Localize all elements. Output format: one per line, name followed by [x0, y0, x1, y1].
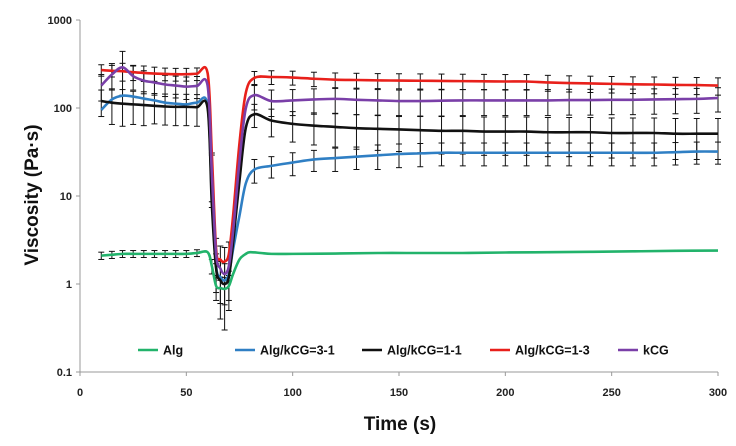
- x-tick-label: 300: [709, 387, 727, 399]
- y-tick-label: 100: [54, 103, 72, 115]
- x-tick-label: 250: [602, 387, 620, 399]
- x-tick-label: 0: [77, 387, 83, 399]
- x-tick-label: 200: [496, 387, 514, 399]
- x-axis-title: Time (s): [364, 414, 437, 435]
- plot-area: [98, 50, 721, 331]
- legend-label-alg-kcg-3-1: Alg/kCG=3-1: [260, 344, 335, 358]
- series-line-alg-kcg-1-3: [101, 65, 719, 264]
- series-line-alg-kcg-3-1: [100, 94, 719, 282]
- axes: 0.1 1 10 100 1000 0 50 100 150 200 250 300: [48, 15, 728, 399]
- x-tick-label: 100: [283, 387, 301, 399]
- series-line-kcg: [100, 66, 719, 276]
- legend-label-alg-kcg-1-3: Alg/kCG=1-3: [515, 344, 590, 358]
- y-tick-label: 0.1: [57, 367, 72, 379]
- legend-label-alg: Alg: [163, 344, 183, 358]
- series-line-alg: [101, 249, 719, 291]
- legend-label-alg-kcg-1-1: Alg/kCG=1-1: [387, 344, 462, 358]
- error-bars-alg-kcg-1-1: [98, 88, 721, 331]
- y-tick-label: 1000: [48, 15, 72, 27]
- legend: Alg Alg/kCG=3-1 Alg/kCG=1-1 Alg/kCG=1-3 kCG: [138, 344, 669, 358]
- error-bars-kcg: [98, 50, 721, 118]
- error-bars-alg: [98, 249, 232, 306]
- y-tick-label: 10: [60, 191, 72, 203]
- x-tick-label: 50: [180, 387, 192, 399]
- legend-label-kcg: kCG: [643, 344, 669, 358]
- y-tick-label: 1: [66, 279, 72, 291]
- y-axis-title: Viscosity (Pa·s): [22, 124, 43, 265]
- error-bars-alg-kcg-3-1: [251, 141, 721, 184]
- series-line-alg-kcg-1-1: [101, 99, 718, 286]
- x-tick-label: 150: [390, 387, 408, 399]
